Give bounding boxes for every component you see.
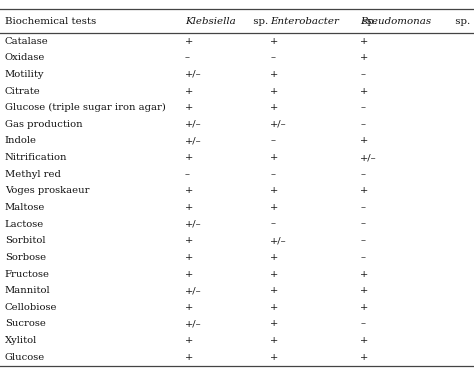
Text: Sorbitol: Sorbitol [5, 236, 45, 245]
Text: +: + [270, 303, 278, 312]
Text: Catalase: Catalase [5, 37, 48, 46]
Text: –: – [185, 53, 190, 62]
Text: +: + [185, 37, 193, 46]
Text: Enterobacter: Enterobacter [270, 17, 339, 26]
Text: Mannitol: Mannitol [5, 286, 50, 295]
Text: +: + [185, 253, 193, 262]
Text: +: + [270, 353, 278, 362]
Text: +: + [270, 186, 278, 195]
Text: –: – [360, 253, 365, 262]
Text: –: – [360, 70, 365, 79]
Text: –: – [360, 170, 365, 179]
Text: sp.: sp. [359, 17, 377, 26]
Text: +: + [270, 203, 278, 212]
Text: +: + [360, 87, 368, 96]
Text: Pseudomonas: Pseudomonas [360, 17, 431, 26]
Text: Biochemical tests: Biochemical tests [5, 17, 96, 26]
Text: +: + [360, 303, 368, 312]
Text: +: + [270, 319, 278, 328]
Text: +: + [360, 136, 368, 146]
Text: Glucose (triple sugar iron agar): Glucose (triple sugar iron agar) [5, 103, 165, 112]
Text: +: + [360, 336, 368, 345]
Text: Sorbose: Sorbose [5, 253, 46, 262]
Text: –: – [270, 170, 275, 179]
Text: –: – [360, 203, 365, 212]
Text: Cellobiose: Cellobiose [5, 303, 57, 312]
Text: Gas production: Gas production [5, 120, 82, 129]
Text: +: + [360, 286, 368, 295]
Text: +: + [185, 236, 193, 245]
Text: –: – [270, 136, 275, 146]
Text: +/–: +/– [185, 120, 201, 129]
Text: +/–: +/– [185, 70, 201, 79]
Text: +: + [270, 87, 278, 96]
Text: Methyl red: Methyl red [5, 170, 61, 179]
Text: +/–: +/– [360, 153, 377, 162]
Text: –: – [360, 103, 365, 112]
Text: –: – [360, 220, 365, 229]
Text: +/–: +/– [185, 319, 201, 328]
Text: +: + [360, 186, 368, 195]
Text: –: – [360, 120, 365, 129]
Text: +: + [185, 353, 193, 362]
Text: +: + [270, 37, 278, 46]
Text: +: + [270, 103, 278, 112]
Text: Glucose: Glucose [5, 353, 45, 362]
Text: +: + [185, 103, 193, 112]
Text: Indole: Indole [5, 136, 37, 146]
Text: +: + [360, 53, 368, 62]
Text: +: + [270, 70, 278, 79]
Text: +: + [185, 153, 193, 162]
Text: Lactose: Lactose [5, 220, 44, 229]
Text: sp.: sp. [250, 17, 269, 26]
Text: Citrate: Citrate [5, 87, 40, 96]
Text: +: + [270, 153, 278, 162]
Text: Motility: Motility [5, 70, 44, 79]
Text: +: + [270, 286, 278, 295]
Text: +: + [360, 37, 368, 46]
Text: –: – [360, 236, 365, 245]
Text: +/–: +/– [185, 136, 201, 146]
Text: +: + [185, 303, 193, 312]
Text: +/–: +/– [270, 236, 287, 245]
Text: +: + [360, 353, 368, 362]
Text: Voges proskaeur: Voges proskaeur [5, 186, 89, 195]
Text: +: + [270, 253, 278, 262]
Text: Klebsiella: Klebsiella [185, 17, 236, 26]
Text: +: + [185, 186, 193, 195]
Text: +: + [185, 87, 193, 96]
Text: sp.: sp. [452, 17, 470, 26]
Text: Oxidase: Oxidase [5, 53, 45, 62]
Text: +: + [185, 336, 193, 345]
Text: –: – [270, 53, 275, 62]
Text: –: – [270, 220, 275, 229]
Text: +/–: +/– [185, 220, 201, 229]
Text: +: + [360, 270, 368, 279]
Text: +/–: +/– [185, 286, 201, 295]
Text: +: + [270, 270, 278, 279]
Text: Maltose: Maltose [5, 203, 45, 212]
Text: +: + [270, 336, 278, 345]
Text: –: – [185, 170, 190, 179]
Text: Xylitol: Xylitol [5, 336, 37, 345]
Text: Sucrose: Sucrose [5, 319, 46, 328]
Text: Nitrification: Nitrification [5, 153, 67, 162]
Text: +: + [185, 270, 193, 279]
Text: +: + [185, 203, 193, 212]
Text: –: – [360, 319, 365, 328]
Text: +/–: +/– [270, 120, 287, 129]
Text: Fructose: Fructose [5, 270, 50, 279]
